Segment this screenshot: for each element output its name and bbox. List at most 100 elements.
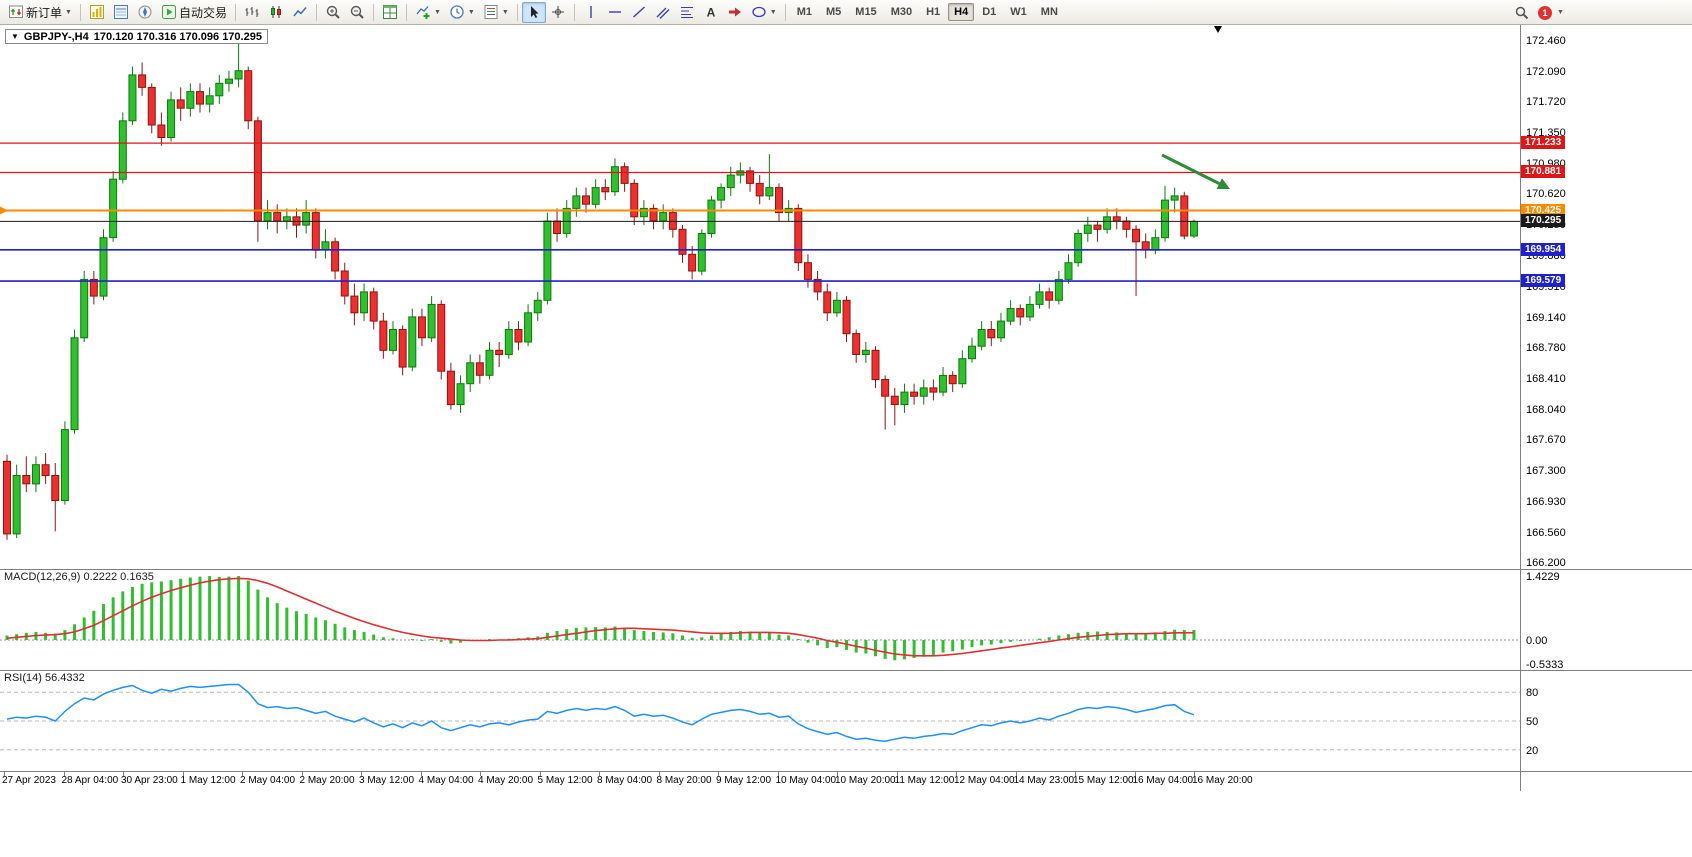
market-watch-button[interactable]: [85, 2, 109, 23]
price-tick-label: 172.460: [1526, 35, 1566, 47]
fibonacci-button[interactable]: [675, 2, 699, 23]
toolbar-group: [521, 1, 570, 23]
text-button[interactable]: A: [699, 2, 723, 23]
time-tick: [1134, 772, 1136, 776]
time-axis-label: 30 Apr 23:00: [121, 775, 178, 786]
price-tick-label: 166.930: [1526, 496, 1566, 508]
time-axis-label: 28 Apr 04:00: [61, 775, 119, 786]
candlestick-chart-button[interactable]: [264, 2, 288, 23]
vertical-line-button[interactable]: [579, 2, 603, 23]
indicators-icon: [415, 4, 431, 20]
timeframe-M30[interactable]: M30: [890, 6, 913, 18]
macd-min-label: -0.5333: [1526, 659, 1564, 671]
templates-button[interactable]: ▼: [479, 2, 513, 23]
time-tick: [361, 772, 362, 776]
zoom-out-button[interactable]: [345, 2, 369, 23]
price-tick-label: 167.670: [1526, 434, 1566, 446]
chevron-down-icon: ▼: [501, 8, 509, 16]
crosshair-button[interactable]: [546, 2, 570, 23]
new-order-button[interactable]: 新订单 ▼: [4, 2, 76, 23]
bar-chart-icon: [244, 4, 260, 20]
rsi-indicator-label: RSI(14) 56.4332: [4, 672, 85, 684]
horizontal-levels-layer[interactable]: [0, 142, 1520, 282]
bid-price-tag: 170.295: [1521, 214, 1566, 227]
time-tick: [123, 772, 124, 776]
time-tick: [182, 772, 184, 776]
new-order-label: 新订单: [26, 5, 63, 20]
timeframe-M1[interactable]: M1: [796, 6, 812, 18]
time-tick: [242, 772, 243, 776]
navigator-icon: [137, 4, 153, 20]
tile-windows-button[interactable]: [378, 2, 402, 23]
time-tick: [480, 772, 481, 776]
shapes-button[interactable]: ▼: [747, 2, 781, 23]
time-axis-label: 11 May 12:00: [894, 775, 955, 786]
line-chart-icon: [292, 4, 308, 20]
text-icon: A: [703, 4, 719, 20]
time-axis-label: 1 May 12:00: [180, 775, 236, 786]
autotrade-button[interactable]: 自动交易: [157, 2, 231, 23]
data-window-button[interactable]: [109, 2, 133, 23]
indicators-button[interactable]: ▼: [411, 2, 445, 23]
price-level-tag: 169.954: [1521, 243, 1566, 256]
timeframe-H1[interactable]: H1: [926, 6, 941, 18]
timeframe-M5[interactable]: M5: [826, 6, 842, 18]
chevron-down-icon: ▼: [65, 8, 72, 16]
timeframe-MN[interactable]: MN: [1040, 6, 1058, 18]
horizontal-line-icon: [607, 4, 623, 20]
chevron-down-icon: ▼: [769, 8, 777, 16]
arrows-button[interactable]: [723, 2, 747, 23]
price-tick-label: 168.410: [1526, 373, 1566, 385]
search-button[interactable]: [1510, 2, 1534, 23]
navigator-button[interactable]: [133, 2, 157, 23]
chevron-down-icon: ▼: [433, 8, 441, 16]
trendline-button[interactable]: [627, 2, 651, 23]
time-tick: [63, 772, 65, 776]
vertical-line-icon: [583, 4, 599, 20]
periods-button[interactable]: ▼: [445, 2, 479, 23]
rsi-level-lines: [0, 691, 1520, 751]
time-axis-separator: [0, 771, 1692, 772]
toolbar-button-groups: 新订单 ▼ 自动交易 ▼ ▼ ▼ A ▼: [4, 1, 781, 23]
rsi-line: [6, 683, 1195, 742]
main-toolbar: 新订单 ▼ 自动交易 ▼ ▼ ▼ A ▼ M1 M5 M15 M30 H1 H4 D1 W1 MN 1 ▼: [0, 0, 1692, 25]
macd-chart-canvas[interactable]: [0, 570, 1520, 670]
channel-button[interactable]: [651, 2, 675, 23]
time-tick: [658, 772, 660, 776]
toolbar-group: A ▼: [579, 2, 781, 23]
zoom-in-button[interactable]: [321, 2, 345, 23]
price-tick-label: 172.090: [1526, 66, 1566, 78]
notification-badge[interactable]: 1: [1538, 5, 1552, 20]
chart-shift-marker[interactable]: [1214, 26, 1222, 33]
candlestick-chart-icon: [268, 4, 284, 20]
time-axis-label: 27 Apr 2023: [2, 775, 56, 786]
time-tick: [837, 772, 838, 776]
time-axis-label: 15 May 12:00: [1073, 775, 1134, 786]
cursor-button[interactable]: [521, 1, 546, 23]
arrows-icon: [727, 4, 743, 20]
rsi-level-label: 80: [1526, 687, 1539, 699]
time-axis-label: 12 May 04:00: [954, 775, 1015, 786]
chart-window[interactable]: ▼ GBPJPY-,H4 170.120 170.316 170.096 170…: [0, 25, 1692, 857]
price-chart-canvas[interactable]: [0, 29, 1520, 569]
timeframe-H4[interactable]: H4: [948, 3, 975, 21]
collapse-triangle-icon[interactable]: ▼: [11, 32, 19, 41]
candles-layer[interactable]: [3, 44, 1198, 540]
rsi-level-label: 20: [1526, 745, 1539, 757]
price-tick-label: 170.620: [1526, 188, 1566, 200]
bar-chart-button[interactable]: [240, 2, 264, 23]
toolbar-divider: [405, 3, 407, 21]
timeframe-D1[interactable]: D1: [982, 6, 997, 18]
price-level-tag: 170.425: [1521, 204, 1566, 217]
horizontal-line-button[interactable]: [603, 2, 627, 23]
timeframe-M15[interactable]: M15: [855, 6, 877, 18]
rsi-chart-canvas[interactable]: [0, 671, 1520, 771]
macd-panel-separator[interactable]: [0, 569, 1692, 570]
data-window-icon: [113, 4, 129, 20]
macd-max-label: 1.4229: [1526, 571, 1560, 583]
rsi-panel-separator[interactable]: [0, 670, 1692, 671]
line-chart-button[interactable]: [288, 2, 312, 23]
toolbar-overflow-caret-icon[interactable]: ▼: [1557, 9, 1564, 16]
timeframe-W1[interactable]: W1: [1010, 6, 1027, 18]
trend-arrow-annotation[interactable]: [1161, 153, 1230, 189]
